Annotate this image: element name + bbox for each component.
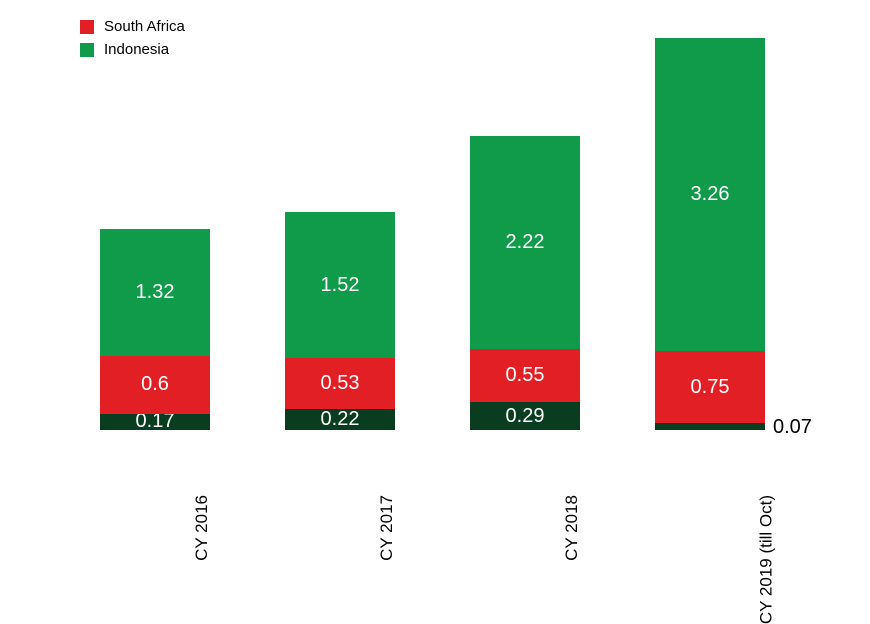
bar-segment-base: 0.29 — [470, 402, 580, 430]
bar-value-label: 1.52 — [321, 274, 360, 297]
bar-segment-indonesia: 1.52 — [285, 212, 395, 358]
x-axis-category-label: CY 2018 — [470, 445, 580, 465]
bar-value-label: 0.17 — [136, 410, 175, 433]
bar-value-label: 0.55 — [506, 364, 545, 387]
bar-segment-indonesia: 2.22 — [470, 136, 580, 349]
bar-segment-indonesia: 3.26 — [655, 38, 765, 351]
bar-value-label: 0.75 — [691, 376, 730, 399]
bar-value-label: 0.22 — [321, 408, 360, 431]
x-axis-category-label: CY 2016 — [100, 445, 210, 465]
bar-value-label: 0.53 — [321, 372, 360, 395]
x-axis-category-label: CY 2019 (till Oct) — [655, 445, 765, 465]
bar-segment-base: 0.07 — [655, 423, 765, 430]
bar-segment-south_africa: 0.6 — [100, 356, 210, 414]
bar-segment-indonesia: 1.32 — [100, 229, 210, 356]
bar-value-label: 0.6 — [141, 373, 169, 396]
bar-segment-base: 0.17 — [100, 414, 210, 430]
bar-value-label: 2.22 — [506, 231, 545, 254]
bar-segment-south_africa: 0.55 — [470, 349, 580, 402]
x-axis-category-label: CY 2017 — [285, 445, 395, 465]
bar-value-label: 0.29 — [506, 405, 545, 428]
bar-value-label: 3.26 — [691, 183, 730, 206]
bar-segment-base: 0.22 — [285, 409, 395, 430]
bar-segment-south_africa: 0.53 — [285, 358, 395, 409]
x-axis-labels: CY 2016 CY 2017 CY 2018 CY 2019 (till Oct) — [80, 445, 800, 545]
plot-area: 0.17 0.6 1.32 0.22 0.53 1.52 0.29 0.55 2.22 0.07 0… — [80, 0, 800, 430]
bar-segment-south_africa: 0.75 — [655, 351, 765, 423]
bar-value-label-outside: 0.07 — [773, 416, 812, 439]
stacked-bar-chart: South Africa Indonesia 0.170.61.320.220.… — [0, 0, 870, 550]
bar-value-label: 1.32 — [136, 281, 175, 304]
